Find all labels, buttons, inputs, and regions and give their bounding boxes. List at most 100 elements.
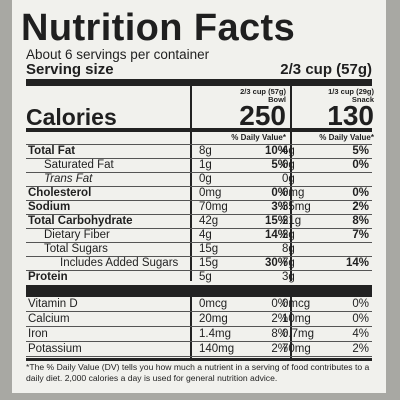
vitamin-row-potassium: Potassium 140mg 2% 70mg 2% — [26, 343, 372, 358]
col1-amount: 8g — [199, 145, 212, 157]
col1-percent: 15% — [264, 215, 288, 227]
col1-dv-header: % Daily Value* — [231, 133, 286, 142]
col1-name: Bowl — [268, 95, 286, 104]
col2-percent: 2% — [352, 343, 369, 355]
thick-rule-top — [26, 79, 372, 86]
column-divider-2 — [290, 86, 292, 281]
col2-percent: 5% — [352, 145, 369, 157]
col2-percent: 14% — [345, 257, 369, 269]
column-divider-1 — [190, 86, 192, 281]
col1-amount: 15g — [199, 257, 219, 269]
nutrient-name: Total Carbohydrate — [28, 215, 133, 227]
col2-amount: 70mg — [282, 343, 311, 355]
col2-percent: 2% — [352, 201, 369, 213]
nutrient-name: Includes Added Sugars — [60, 257, 179, 269]
nutrient-row-total-fat: Total Fat 8g 10% 4g 5% — [26, 145, 372, 160]
col2-name: Snack — [351, 95, 374, 104]
col2-percent: 0% — [352, 298, 369, 310]
col2-percent: 0% — [352, 159, 369, 171]
col1-amount: 15g — [199, 243, 219, 255]
col1-percent: 5% — [271, 159, 288, 171]
col1-percent: 0% — [271, 187, 288, 199]
thick-rule-bottom — [26, 285, 372, 297]
nutrient-name: Cholesterol — [28, 187, 92, 199]
nutrient-name: Iron — [28, 328, 48, 340]
col1-calories: 250 — [239, 100, 286, 131]
serving-size-label: Serving size — [26, 61, 114, 78]
nutrient-name: Protein — [28, 271, 68, 283]
col1-percent: 30% — [264, 257, 288, 269]
calories-label: Calories — [26, 104, 117, 130]
vitamin-row-calcium: Calcium 20mg 2% 10mg 0% — [26, 313, 372, 328]
col1-percent: 8% — [271, 328, 288, 340]
col2-amount: 2g — [282, 229, 295, 241]
servings-per-container: About 6 servings per container — [26, 47, 210, 62]
col1-percent: 10% — [264, 145, 288, 157]
column-divider-1-vitamins — [190, 297, 192, 359]
nutrient-name: Trans Fat — [44, 173, 93, 185]
col2-percent: 0% — [352, 313, 369, 325]
column-divider-2-vitamins — [290, 297, 292, 359]
col2-amount: 35mg — [282, 201, 311, 213]
serving-size-value: 2/3 cup (57g) — [280, 61, 372, 78]
nutrient-row-dietary-fiber: Dietary Fiber 4g 14% 2g 7% — [26, 229, 372, 244]
col2-serving-size: 1/3 cup (29g) — [328, 87, 374, 96]
nutrient-name: Total Fat — [28, 145, 76, 157]
col1-amount: 1g — [199, 159, 212, 171]
col1-amount: 20mg — [199, 313, 228, 325]
col2-amount: 0g — [282, 173, 295, 185]
thin-rule — [26, 144, 372, 145]
col2-amount: 0mg — [282, 187, 305, 199]
col2-amount: 7g — [282, 257, 295, 269]
col2-amount: 0mcg — [282, 298, 311, 310]
vitamin-row-vitamin-d: Vitamin D 0mcg 0% 0mcg 0% — [26, 298, 372, 313]
col2-percent: 4% — [352, 328, 369, 340]
col1-amount: 4g — [199, 229, 212, 241]
col2-amount: 0g — [282, 159, 295, 171]
col1-percent: 2% — [271, 343, 288, 355]
col2-percent: 0% — [352, 187, 369, 199]
nutrient-name: Vitamin D — [28, 298, 78, 310]
nutrient-name: Dietary Fiber — [44, 229, 110, 241]
col1-amount: 42g — [199, 215, 219, 227]
col1-percent: 14% — [264, 229, 288, 241]
nutrient-name: Calcium — [28, 313, 70, 325]
col2-amount: 10mg — [282, 313, 311, 325]
col1-amount: 0mg — [199, 187, 222, 199]
col1-percent: 2% — [271, 313, 288, 325]
col2-dv-header: % Daily Value* — [319, 133, 374, 142]
nutrient-row-trans-fat: Trans Fat 0g 0g — [26, 173, 372, 188]
nutrient-row-sodium: Sodium 70mg 3% 35mg 2% — [26, 201, 372, 216]
nutrition-facts-label: Nutrition Facts About 6 servings per con… — [12, 0, 386, 393]
vitamin-row-iron: Iron 1.4mg 8% 0.7mg 4% — [26, 328, 372, 343]
footnote: *The % Daily Value (DV) tells you how mu… — [26, 362, 370, 383]
nutrient-row-saturated-fat: Saturated Fat 1g 5% 0g 0% — [26, 159, 372, 174]
col2-amount: 4g — [282, 145, 295, 157]
col1-amount: 140mg — [199, 343, 235, 355]
col1-amount: 1.4mg — [199, 328, 231, 340]
nutrient-row-protein: Protein 5g 3g — [26, 271, 372, 284]
col2-amount: 3g — [282, 271, 295, 283]
nutrient-name: Total Sugars — [44, 243, 108, 255]
col2-amount: 8g — [282, 243, 295, 255]
col2-percent: 7% — [352, 229, 369, 241]
medium-rule — [26, 128, 372, 132]
col2-percent: 8% — [352, 215, 369, 227]
nutrient-name: Sodium — [28, 201, 71, 213]
col2-calories: 130 — [327, 100, 374, 131]
nutrient-row-total-carbohydrate: Total Carbohydrate 42g 15% 21g 8% — [26, 215, 372, 230]
col2-amount: 21g — [282, 215, 302, 227]
nutrient-row-added-sugars: Includes Added Sugars 15g 30% 7g 14% — [26, 257, 372, 272]
nutrient-name: Potassium — [28, 343, 82, 355]
nutrient-row-cholesterol: Cholesterol 0mg 0% 0mg 0% — [26, 187, 372, 202]
nutrient-name: Saturated Fat — [44, 159, 114, 171]
nutrient-row-total-sugars: Total Sugars 15g 8g — [26, 243, 372, 258]
col2-amount: 0.7mg — [282, 328, 314, 340]
col1-amount: 0g — [199, 173, 212, 185]
col1-percent: 0% — [271, 298, 288, 310]
col1-amount: 0mcg — [199, 298, 228, 310]
col1-percent: 3% — [271, 201, 288, 213]
col1-amount: 5g — [199, 271, 212, 283]
footnote-rule — [26, 358, 372, 361]
label-title: Nutrition Facts — [21, 7, 296, 49]
